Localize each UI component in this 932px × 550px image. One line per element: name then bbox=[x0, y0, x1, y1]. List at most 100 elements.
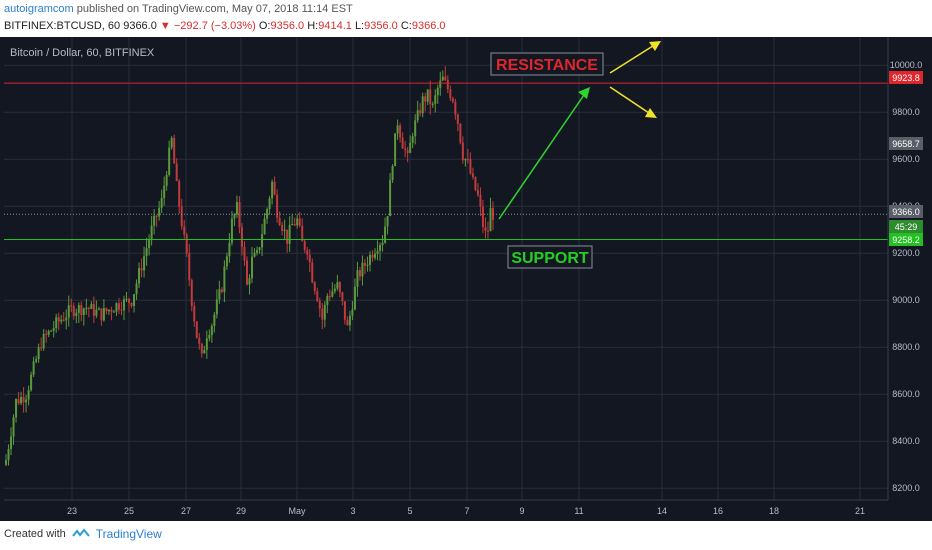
candle-body bbox=[178, 180, 181, 207]
candle-body bbox=[110, 309, 113, 312]
candle-body bbox=[253, 252, 256, 257]
candle-body bbox=[454, 101, 457, 115]
candle-body bbox=[230, 218, 233, 243]
close-value: 9366.0 bbox=[411, 20, 446, 32]
candle-body bbox=[303, 241, 306, 250]
candle-body bbox=[190, 280, 193, 307]
candle-body bbox=[399, 125, 402, 138]
candle-body bbox=[406, 150, 409, 153]
candle-body bbox=[47, 330, 50, 335]
candle-body bbox=[120, 309, 123, 311]
candle-body bbox=[464, 159, 467, 161]
candle-body bbox=[376, 250, 379, 254]
candle-body bbox=[439, 80, 442, 88]
candle-body bbox=[368, 254, 371, 265]
candle-body bbox=[32, 361, 35, 375]
y-tick-label: 8200.0 bbox=[892, 483, 920, 493]
x-tick-label: 25 bbox=[124, 506, 134, 516]
candle-body bbox=[389, 179, 392, 217]
yellow-arrow-down bbox=[609, 86, 653, 116]
candle-body bbox=[276, 194, 279, 218]
candle-body bbox=[374, 253, 377, 258]
candle-body bbox=[140, 268, 143, 271]
candle-body bbox=[195, 321, 198, 338]
candle-body bbox=[361, 262, 364, 277]
countdown-tag: 45:29 bbox=[895, 222, 918, 232]
resistance-tag-bg bbox=[889, 71, 923, 84]
published-line: autoigramcom published on TradingView.co… bbox=[4, 3, 353, 15]
y-tick-label: 9800.0 bbox=[892, 107, 920, 117]
support-label: SUPPORT bbox=[511, 250, 589, 267]
candle-body bbox=[122, 299, 125, 311]
candle-body bbox=[323, 304, 326, 320]
x-tick-label: 3 bbox=[350, 506, 355, 516]
candle-body bbox=[286, 229, 289, 244]
candle-body bbox=[258, 247, 261, 251]
yellow-arrow-down-head bbox=[645, 108, 657, 118]
candle-body bbox=[474, 176, 477, 191]
candle-body bbox=[333, 288, 336, 292]
candle-body bbox=[228, 242, 231, 257]
candle-body bbox=[160, 197, 163, 208]
candle-body bbox=[180, 206, 183, 227]
published-text: published on TradingView.com, May 07, 20… bbox=[76, 3, 353, 15]
author-link[interactable]: autoigramcom bbox=[4, 3, 74, 15]
candle-body bbox=[5, 460, 7, 465]
candle-body bbox=[343, 301, 346, 320]
candle-body bbox=[431, 103, 434, 105]
support-tag-bg bbox=[889, 233, 923, 246]
resistance-tag: 9923.8 bbox=[892, 73, 920, 83]
candle-body bbox=[251, 256, 254, 279]
candle-body bbox=[238, 202, 241, 228]
candle-body bbox=[35, 359, 38, 362]
candle-body bbox=[225, 256, 228, 267]
candle-body bbox=[17, 399, 20, 404]
y-tick-label: 9200.0 bbox=[892, 248, 920, 258]
symbol-label: BITFINEX:BTCUSD, 60 bbox=[4, 20, 121, 32]
candle-body bbox=[135, 283, 138, 295]
chart-title: Bitcoin / Dollar, 60, BITFINEX bbox=[10, 47, 155, 59]
candle-body bbox=[55, 317, 58, 329]
candle-body bbox=[459, 123, 462, 143]
candle-body bbox=[248, 278, 251, 285]
candle-body bbox=[100, 308, 103, 321]
candle-body bbox=[25, 399, 28, 403]
candle-body bbox=[10, 436, 13, 449]
candle-body bbox=[60, 319, 63, 322]
candle-body bbox=[386, 216, 389, 227]
candle-body bbox=[301, 225, 304, 242]
candle-body bbox=[346, 319, 349, 326]
candle-body bbox=[170, 137, 173, 148]
candle-body bbox=[436, 87, 439, 96]
candle-body bbox=[233, 214, 236, 219]
candle-body bbox=[416, 110, 419, 121]
chart-grid bbox=[4, 37, 888, 500]
candle-body bbox=[328, 296, 331, 298]
candle-body bbox=[67, 305, 70, 318]
candle-body bbox=[85, 307, 88, 309]
price-change: ▼ −292.7 (−3.03%) bbox=[159, 20, 256, 32]
extra-tag-bg bbox=[889, 137, 923, 150]
candle-body bbox=[112, 311, 115, 313]
tradingview-link[interactable]: TradingView bbox=[95, 527, 162, 541]
candle-body bbox=[57, 317, 60, 322]
candle-body bbox=[384, 226, 387, 243]
candle-body bbox=[62, 319, 65, 321]
candle-body bbox=[461, 142, 464, 161]
price-chart[interactable]: 8200.08400.08600.08800.09000.09200.09400… bbox=[0, 37, 932, 521]
close-label: C: bbox=[400, 20, 412, 32]
candle-body bbox=[356, 270, 359, 287]
candle-body bbox=[366, 264, 369, 266]
price-tags: 9923.8 9658.7 9366.0 45:29 9258.2 bbox=[889, 71, 923, 246]
x-tick-label: 21 bbox=[855, 506, 865, 516]
candle-body bbox=[213, 314, 216, 326]
candle-body bbox=[40, 347, 43, 349]
candle-body bbox=[143, 256, 146, 271]
x-tick-label: 29 bbox=[236, 506, 246, 516]
up-arrow-head bbox=[578, 87, 590, 99]
candle-body bbox=[471, 173, 474, 177]
candle-body bbox=[128, 298, 131, 303]
candle-body bbox=[263, 218, 266, 235]
candle-body bbox=[203, 349, 206, 354]
price-axis: 8200.08400.08600.08800.09000.09200.09400… bbox=[890, 60, 923, 493]
